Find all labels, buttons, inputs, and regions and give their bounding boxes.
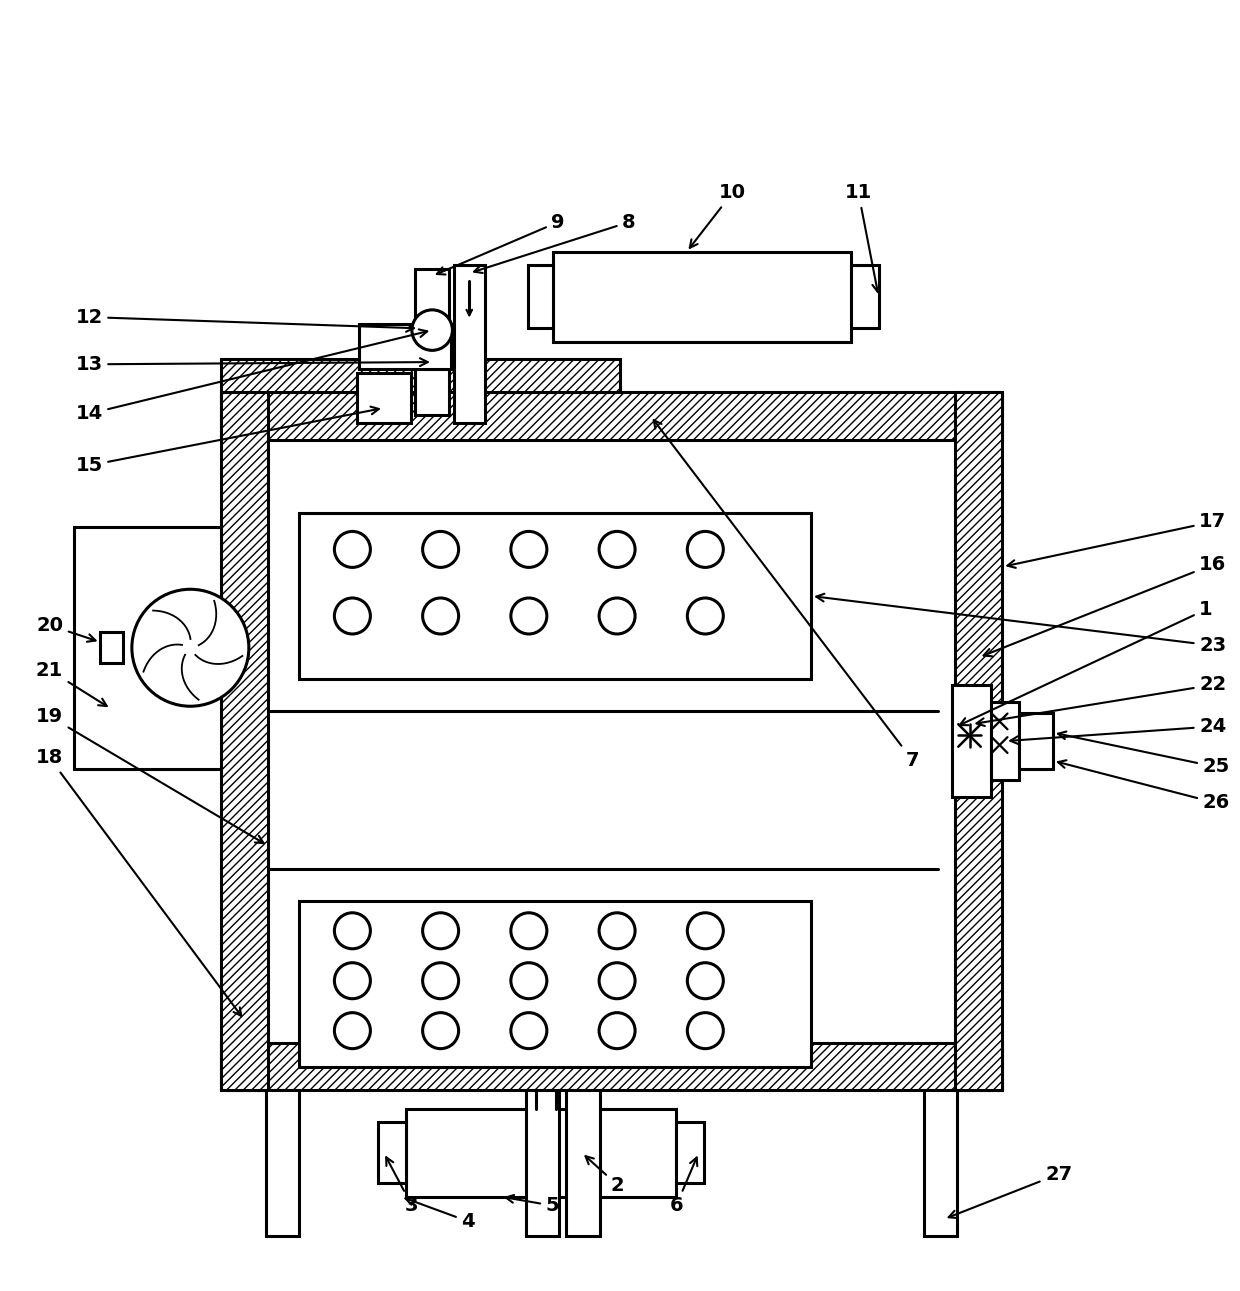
Circle shape [687, 598, 723, 634]
Circle shape [131, 589, 249, 706]
Text: 11: 11 [844, 183, 880, 292]
Text: 9: 9 [436, 213, 565, 275]
Bar [567, 1090, 600, 1235]
Bar [454, 266, 485, 422]
Text: 20: 20 [36, 616, 95, 642]
Circle shape [599, 598, 635, 634]
Bar [553, 252, 851, 342]
Circle shape [599, 963, 635, 999]
Bar [1019, 713, 1053, 769]
Circle shape [599, 532, 635, 568]
Bar [74, 528, 221, 769]
Bar [378, 1122, 407, 1184]
Text: 10: 10 [689, 183, 746, 248]
Circle shape [335, 913, 371, 949]
Bar [415, 269, 449, 414]
Circle shape [335, 1012, 371, 1048]
Text: 15: 15 [76, 407, 378, 475]
Text: 12: 12 [76, 307, 414, 332]
Circle shape [423, 1012, 459, 1048]
Bar [952, 684, 991, 798]
Circle shape [511, 913, 547, 949]
Bar [221, 359, 620, 392]
Circle shape [335, 963, 371, 999]
Circle shape [423, 913, 459, 949]
Text: 6: 6 [670, 1158, 697, 1215]
Circle shape [335, 532, 371, 568]
Text: 22: 22 [977, 675, 1226, 726]
Text: 23: 23 [816, 594, 1226, 655]
Bar [357, 373, 410, 422]
Bar [221, 1043, 1002, 1090]
Bar [991, 702, 1019, 781]
Circle shape [687, 1012, 723, 1048]
Text: 3: 3 [386, 1157, 419, 1215]
Bar [265, 1090, 299, 1235]
Circle shape [423, 532, 459, 568]
Bar [221, 392, 1002, 440]
Bar [100, 633, 123, 664]
Text: 26: 26 [1058, 760, 1230, 812]
Bar [676, 1122, 704, 1184]
Circle shape [511, 532, 547, 568]
Circle shape [687, 532, 723, 568]
Text: 19: 19 [36, 707, 264, 843]
Text: 13: 13 [76, 355, 428, 374]
Text: 17: 17 [1007, 513, 1226, 568]
Bar [360, 324, 451, 369]
Circle shape [335, 598, 371, 634]
Text: 21: 21 [36, 661, 107, 706]
Circle shape [687, 913, 723, 949]
Text: 14: 14 [76, 329, 428, 423]
Text: 1: 1 [960, 600, 1213, 726]
Bar [221, 392, 268, 1090]
Text: 18: 18 [36, 749, 242, 1016]
Bar [299, 901, 811, 1068]
Bar [924, 1090, 957, 1235]
Text: 24: 24 [1011, 717, 1226, 744]
Bar [299, 513, 811, 679]
Bar [851, 266, 879, 328]
Text: 2: 2 [585, 1157, 625, 1195]
Circle shape [511, 598, 547, 634]
Text: 5: 5 [506, 1195, 559, 1215]
Circle shape [511, 963, 547, 999]
Text: 16: 16 [983, 555, 1226, 656]
Bar [407, 1109, 676, 1197]
Bar [526, 1090, 559, 1235]
Bar [528, 266, 553, 328]
Circle shape [599, 913, 635, 949]
Text: 4: 4 [405, 1198, 475, 1230]
Bar [268, 440, 955, 1043]
Bar [955, 392, 1002, 1090]
Text: 8: 8 [474, 213, 636, 272]
Text: 25: 25 [1058, 732, 1230, 776]
Circle shape [423, 598, 459, 634]
Text: 27: 27 [949, 1164, 1073, 1217]
Circle shape [687, 963, 723, 999]
Circle shape [412, 310, 453, 350]
Circle shape [599, 1012, 635, 1048]
Circle shape [511, 1012, 547, 1048]
Text: 7: 7 [653, 420, 919, 769]
Circle shape [423, 963, 459, 999]
